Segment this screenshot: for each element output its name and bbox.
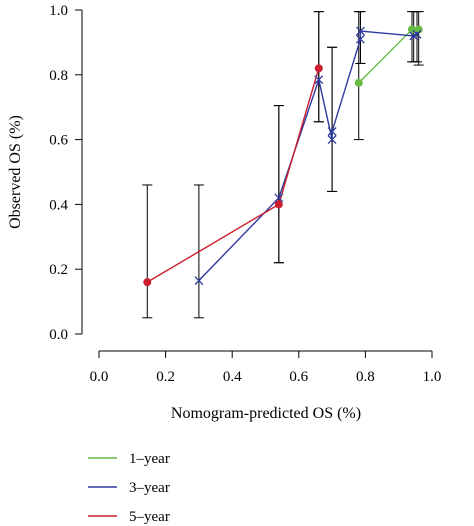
- x-axis-label: Nomogram-predicted OS (%): [171, 405, 361, 422]
- legend-entry: 3–year: [129, 480, 170, 496]
- error-bars: [142, 11, 424, 319]
- x-marker: [327, 135, 337, 145]
- series-line: [146, 68, 320, 283]
- y-tick-label: 0.2: [49, 262, 68, 278]
- point-marker: [314, 64, 323, 73]
- y-axis-label: Observed OS (%): [7, 115, 24, 229]
- series-markers: [143, 25, 423, 287]
- x-tick-label: 0.0: [90, 369, 109, 385]
- point-marker: [143, 278, 152, 287]
- legend-entry: 5–year: [129, 509, 170, 525]
- y-tick-label: 0.8: [49, 68, 68, 84]
- y-tick-label: 0.0: [49, 327, 68, 343]
- series-line: [198, 30, 418, 282]
- axes: 0.0 0.2 0.4 0.6 0.8 1.0 0.0 0.2 0.4 0.6 0.8 1.0: [49, 3, 441, 385]
- x-tick-label: 0.6: [289, 369, 308, 385]
- x-marker: [314, 75, 324, 85]
- x-tick-label: 0.2: [156, 369, 175, 385]
- series-lines: [146, 28, 419, 283]
- x-tick-label: 0.4: [223, 369, 242, 385]
- y-tick-label: 0.6: [49, 133, 68, 149]
- legend: 1–year 3–year 5–year: [88, 451, 170, 525]
- x-marker: [355, 34, 365, 44]
- x-tick-label: 0.8: [356, 369, 375, 385]
- y-tick-label: 0.4: [49, 197, 68, 213]
- x-tick-label: 1.0: [423, 369, 442, 385]
- x-marker: [355, 26, 365, 36]
- y-tick-label: 1.0: [49, 3, 68, 19]
- point-marker: [354, 78, 363, 87]
- legend-entry: 1–year: [129, 451, 170, 467]
- x-marker: [412, 29, 422, 39]
- point-marker: [274, 200, 283, 209]
- series-line: [358, 28, 419, 84]
- x-marker: [274, 193, 284, 203]
- x-marker: [194, 276, 204, 285]
- x-marker: [327, 127, 337, 136]
